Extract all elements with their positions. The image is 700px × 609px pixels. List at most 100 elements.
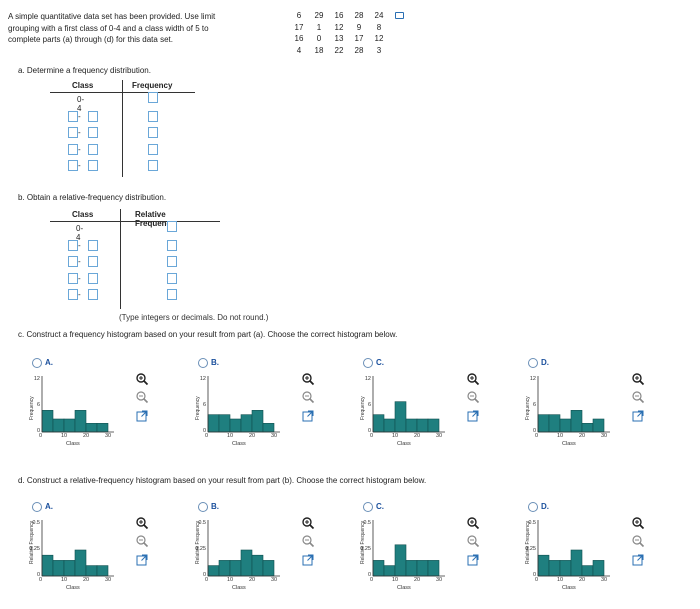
- popout-icon[interactable]: [135, 553, 149, 567]
- y-tick-label: 0.25: [525, 546, 536, 552]
- class-lower-limit-input[interactable]: [68, 239, 78, 251]
- histogram-bar: [537, 414, 550, 433]
- zoom-out-icon[interactable]: [466, 390, 480, 404]
- popout-icon[interactable]: [631, 553, 645, 567]
- class-lower-limit-input[interactable]: [68, 110, 78, 122]
- class-upper-limit-input[interactable]: [88, 143, 98, 155]
- first-class-label: 0-4: [76, 224, 84, 242]
- zoom-in-icon[interactable]: [135, 516, 149, 530]
- y-axis-title: Relative Frequency: [29, 520, 35, 564]
- y-axis-title: Frequency: [29, 396, 35, 420]
- zoom-out-icon[interactable]: [301, 390, 315, 404]
- zoom-out-icon[interactable]: [631, 534, 645, 548]
- option-label: B.: [211, 358, 219, 367]
- zoom-in-icon[interactable]: [301, 516, 315, 530]
- histogram-bar: [372, 414, 385, 433]
- data-row: 16 0 13 17 12: [289, 33, 409, 45]
- relative-frequency-input[interactable]: [167, 256, 177, 267]
- y-axis-title: Relative Frequency: [525, 520, 531, 564]
- y-tick-label: 6: [202, 402, 206, 408]
- popout-icon[interactable]: [466, 553, 480, 567]
- data-value: 9: [356, 22, 362, 32]
- zoom-in-icon[interactable]: [631, 372, 645, 386]
- frequency-column-header: Frequency: [132, 81, 173, 90]
- class-lower-limit-input[interactable]: [68, 143, 78, 155]
- frequency-input[interactable]: [148, 110, 158, 122]
- y-tick-label: 0.25: [195, 546, 206, 552]
- relative-frequency-input[interactable]: [167, 289, 177, 300]
- zoom-out-icon[interactable]: [301, 534, 315, 548]
- frequency-input[interactable]: [148, 127, 158, 138]
- popout-icon[interactable]: [631, 409, 645, 423]
- y-tick-label: 0.5: [198, 520, 206, 526]
- x-axis-title: Class: [562, 441, 576, 447]
- class-column-header: Class: [72, 81, 94, 90]
- class-upper-limit-input[interactable]: [88, 160, 98, 171]
- zoom-in-icon[interactable]: [135, 372, 149, 386]
- popout-icon[interactable]: [135, 409, 149, 423]
- copy-icon: [394, 12, 404, 20]
- y-tick-label: 12: [33, 376, 40, 382]
- class-lower-limit-input[interactable]: [68, 289, 78, 300]
- class-upper-limit-input[interactable]: [88, 110, 98, 122]
- zoom-out-icon[interactable]: [631, 390, 645, 404]
- zoom-in-icon[interactable]: [631, 516, 645, 530]
- popout-icon[interactable]: [301, 409, 315, 423]
- class-dash: -: [78, 273, 81, 283]
- option-radio[interactable]: [363, 502, 373, 512]
- histogram-bar: [262, 423, 275, 433]
- zoom-out-icon[interactable]: [466, 534, 480, 548]
- histogram-bar: [427, 560, 440, 577]
- x-tick-label: 20: [83, 577, 90, 583]
- copy-data-button[interactable]: [389, 10, 409, 22]
- frequency-input[interactable]: [148, 92, 158, 103]
- class-upper-limit-input[interactable]: [88, 289, 98, 300]
- histogram-bar: [372, 560, 385, 577]
- option-radio[interactable]: [363, 358, 373, 368]
- histogram-bar: [63, 418, 76, 433]
- x-tick-label: 10: [61, 433, 68, 439]
- option-radio[interactable]: [32, 502, 42, 512]
- class-lower-limit-input[interactable]: [68, 160, 78, 171]
- x-axis-title: Class: [397, 585, 411, 591]
- x-axis-title: Class: [562, 585, 576, 591]
- class-lower-limit-input[interactable]: [68, 272, 78, 284]
- class-dash: -: [78, 257, 81, 266]
- option-radio[interactable]: [198, 502, 208, 512]
- class-upper-limit-input[interactable]: [88, 256, 98, 267]
- frequency-input[interactable]: [148, 143, 158, 155]
- x-tick-label: 30: [601, 433, 608, 439]
- class-lower-limit-input[interactable]: [68, 256, 78, 267]
- zoom-out-icon[interactable]: [135, 534, 149, 548]
- class-upper-limit-input[interactable]: [88, 239, 98, 251]
- histogram-bar: [229, 418, 242, 433]
- part-d-label: d. Construct a relative-frequency histog…: [18, 476, 427, 485]
- option-radio[interactable]: [32, 358, 42, 368]
- zoom-in-icon[interactable]: [301, 372, 315, 386]
- class-upper-limit-input[interactable]: [88, 272, 98, 284]
- option-radio[interactable]: [528, 502, 538, 512]
- zoom-out-icon[interactable]: [135, 390, 149, 404]
- popout-icon[interactable]: [301, 553, 315, 567]
- histogram-bar: [74, 549, 87, 577]
- zoom-in-icon[interactable]: [466, 516, 480, 530]
- histogram-bar: [41, 410, 54, 433]
- popout-icon[interactable]: [466, 409, 480, 423]
- relative-frequency-input[interactable]: [167, 239, 177, 251]
- option-radio[interactable]: [198, 358, 208, 368]
- histogram-bar: [394, 401, 407, 433]
- relative-frequency-input[interactable]: [167, 272, 177, 284]
- y-tick-label: 6: [367, 402, 371, 408]
- class-lower-limit-input[interactable]: [68, 127, 78, 138]
- x-tick-label: 0: [39, 577, 43, 583]
- x-axis-title: Class: [232, 441, 246, 447]
- x-axis-title: Class: [397, 441, 411, 447]
- zoom-in-icon[interactable]: [466, 372, 480, 386]
- y-tick-label: 0: [202, 428, 206, 434]
- class-upper-limit-input[interactable]: [88, 127, 98, 138]
- histogram-bar: [559, 560, 572, 577]
- frequency-input[interactable]: [148, 160, 158, 171]
- data-value: 12: [334, 22, 344, 32]
- relative-frequency-input[interactable]: [167, 221, 177, 232]
- option-radio[interactable]: [528, 358, 538, 368]
